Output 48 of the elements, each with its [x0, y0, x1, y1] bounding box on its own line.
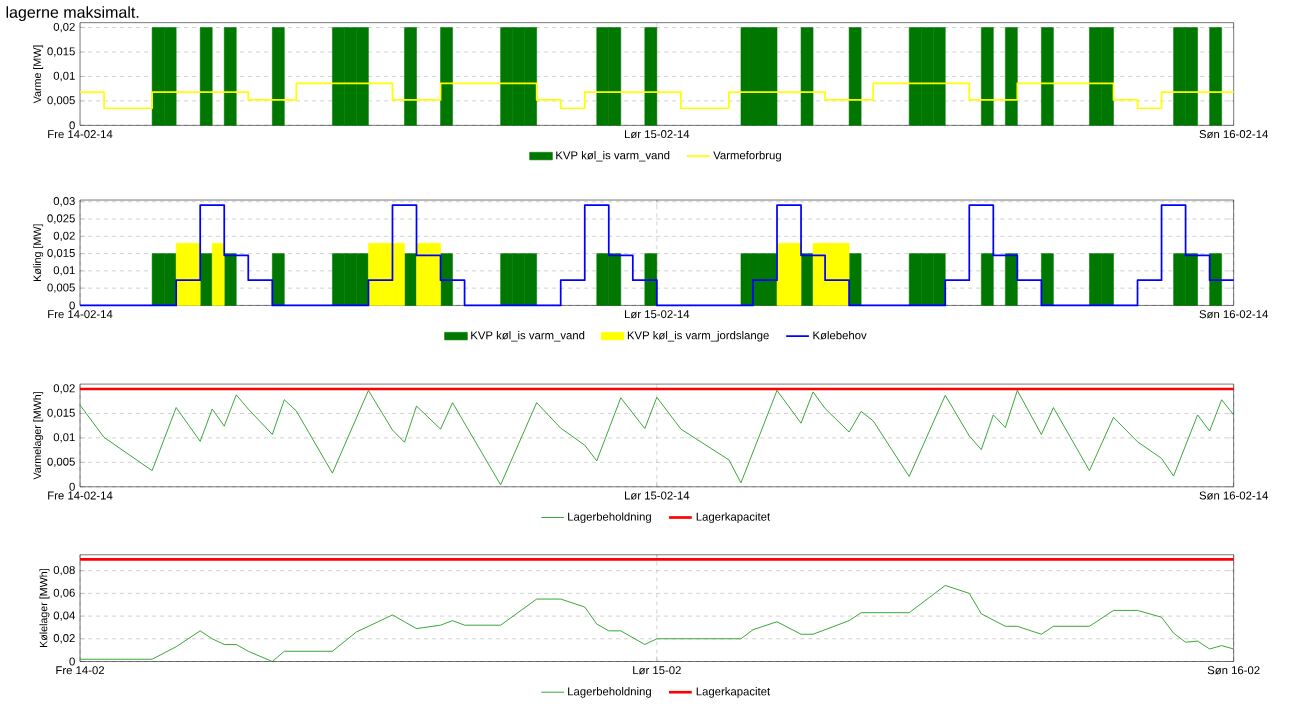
y-axis-title: Varmelager [MWh] — [33, 392, 44, 480]
legend-label: Lagerbeholdning — [568, 512, 651, 524]
x-tick-label: Søn 16-02-14 — [1199, 310, 1268, 319]
legend-label: Kølebehov — [813, 331, 867, 340]
legend-label: Varmeforbrug — [713, 151, 781, 162]
legend-label: KVP køl_is varm_vand — [471, 331, 585, 342]
x-tick-label: Fre 14-02-14 — [48, 130, 113, 139]
y-tick-label: 0 — [69, 301, 75, 310]
y-tick-label: 0,02 — [53, 634, 75, 644]
text: lagerne maksimalt. — [6, 6, 139, 22]
x-tick-label: Søn 16-02-14 — [1199, 130, 1268, 139]
y-tick-label: 0,025 — [47, 214, 75, 224]
x-tick-label: Fre 14-02 — [56, 666, 105, 675]
y-tick-label: 0,005 — [47, 283, 75, 293]
y-tick-label: 0,005 — [47, 457, 75, 468]
legend-label: Lagerkapacitet — [696, 512, 771, 524]
y-tick-label: 0,02 — [53, 22, 75, 33]
y-tick-label: 0,015 — [47, 47, 75, 57]
y-tick-label: 0,015 — [47, 408, 75, 419]
y-tick-label: 0,02 — [53, 231, 75, 242]
x-tick-label: Lør 15-02-14 — [625, 491, 690, 500]
y-tick-label: 0,005 — [47, 96, 75, 106]
y-tick-label: 0,06 — [53, 588, 75, 599]
y-tick-label: 0 — [69, 121, 75, 130]
x-tick-label: Lør 15-02-14 — [625, 130, 690, 139]
legend-label: KVP køl_is varm_jordslange — [627, 331, 769, 342]
y-tick-label: 0,02 — [53, 384, 75, 394]
y-tick-label: 0,015 — [47, 248, 75, 259]
x-tick-label: Fre 14-02-14 — [48, 491, 113, 500]
y-tick-label: 0,01 — [53, 433, 75, 443]
legend-label: Lagerbeholdning — [568, 687, 651, 698]
x-tick-label: Fre 14-02-14 — [48, 310, 113, 319]
y-tick-label: 0,01 — [53, 71, 75, 82]
y-tick-label: 0,08 — [53, 566, 75, 576]
x-tick-label: Lør 15-02-14 — [625, 310, 690, 319]
legend-label: Lagerkapacitet — [696, 687, 771, 698]
y-tick-label: 0,03 — [53, 197, 75, 207]
y-tick-label: 0,04 — [53, 611, 75, 621]
y-axis-title: Køling [MW] — [33, 224, 44, 281]
legend-label: KVP køl_is varm_vand — [556, 151, 670, 162]
y-axis-title: Varme [MW] — [33, 45, 44, 104]
x-tick-label: Søn 16-02 — [1207, 666, 1260, 675]
y-axis-title: Kølelager [MWh] — [39, 569, 50, 648]
y-tick-label: 0 — [69, 657, 75, 666]
y-tick-label: 0,01 — [53, 266, 75, 276]
x-tick-label: Lør 15-02 — [633, 666, 681, 675]
x-tick-label: Søn 16-02-14 — [1199, 491, 1268, 500]
y-tick-label: 0 — [69, 482, 75, 491]
